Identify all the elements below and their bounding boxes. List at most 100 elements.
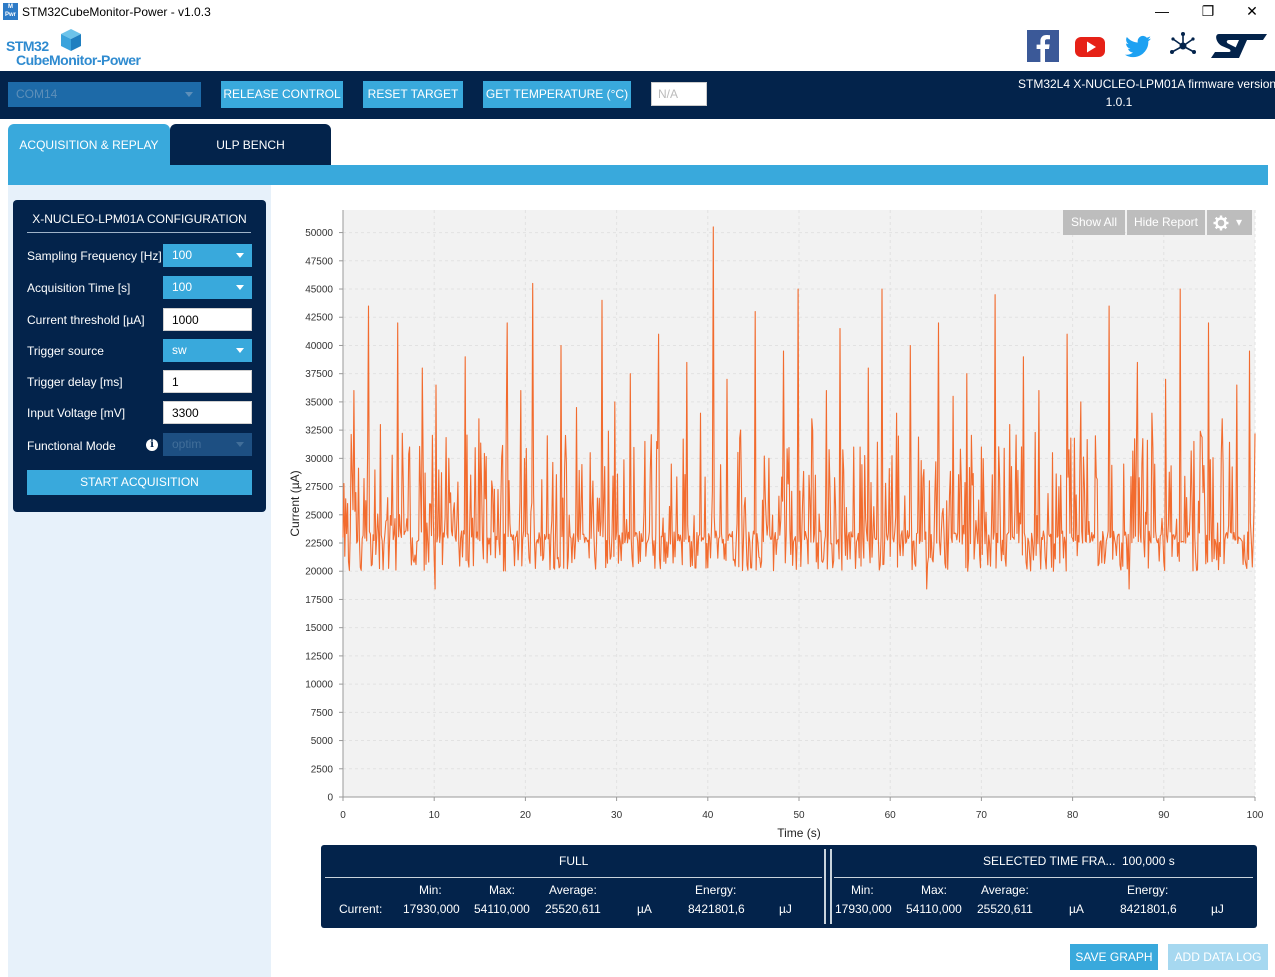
y-tick-label: 17500 bbox=[305, 595, 333, 606]
x-tick-label: 30 bbox=[611, 810, 623, 821]
release-control-button[interactable]: RELEASE CONTROL bbox=[221, 81, 343, 108]
full-energy-header: Energy: bbox=[695, 883, 737, 897]
twitter-icon[interactable] bbox=[1121, 30, 1153, 62]
firmware-version-info: STM32L4 X-NUCLEO-LPM01A firmware version… bbox=[1018, 75, 1275, 111]
full-max-header: Max: bbox=[489, 883, 516, 897]
full-energy-unit: µJ bbox=[779, 902, 792, 916]
cube-icon bbox=[61, 29, 81, 51]
x-tick-label: 20 bbox=[520, 810, 532, 821]
app-icon-text: M Pwr bbox=[4, 4, 16, 18]
y-tick-label: 5000 bbox=[311, 736, 334, 747]
chevron-down-icon bbox=[236, 253, 244, 258]
x-tick-label: 90 bbox=[1158, 810, 1170, 821]
input-voltage-input[interactable]: 3300 bbox=[163, 401, 252, 424]
y-tick-label: 32500 bbox=[305, 426, 333, 437]
stats-divider bbox=[834, 877, 1253, 878]
full-max-value: 54110,000 bbox=[474, 902, 530, 916]
firmware-name: STM32L4 X-NUCLEO-LPM01A firmware version bbox=[1018, 77, 1275, 91]
window-title: STM32CubeMonitor-Power - v1.0.3 bbox=[22, 5, 211, 19]
acquisition-time-select[interactable]: 100 bbox=[163, 276, 252, 299]
current-threshold-input[interactable]: 1000 bbox=[163, 308, 252, 331]
y-tick-label: 30000 bbox=[305, 454, 333, 465]
close-button[interactable]: ✕ bbox=[1246, 3, 1258, 19]
y-tick-label: 7500 bbox=[311, 708, 334, 719]
chart-settings-button[interactable]: ▾ bbox=[1207, 210, 1252, 235]
com-port-select[interactable]: COM14 bbox=[8, 82, 201, 107]
selected-energy-header: Energy: bbox=[1127, 883, 1169, 897]
tab-acquisition-replay[interactable]: ACQUISITION & REPLAY bbox=[8, 124, 170, 166]
facebook-icon[interactable] bbox=[1027, 30, 1059, 62]
show-all-button[interactable]: Show All bbox=[1063, 210, 1125, 235]
app-icon: M Pwr bbox=[3, 3, 18, 20]
network-icon[interactable] bbox=[1167, 30, 1199, 62]
full-section-title: FULL bbox=[559, 854, 589, 868]
st-logo[interactable] bbox=[1209, 30, 1267, 62]
stats-splitter[interactable] bbox=[824, 849, 832, 924]
chevron-down-icon: ▾ bbox=[1236, 215, 1243, 229]
get-temperature-button[interactable]: GET TEMPERATURE (°C) bbox=[483, 81, 631, 108]
stats-divider bbox=[325, 877, 822, 878]
selected-max-value: 54110,000 bbox=[906, 902, 962, 916]
full-current-unit: µA bbox=[637, 902, 652, 916]
add-data-log-button: ADD DATA LOG bbox=[1168, 944, 1268, 970]
acquisition-time-value: 100 bbox=[172, 280, 193, 294]
selected-average-value: 25520,611 bbox=[977, 902, 1033, 916]
start-acquisition-button[interactable]: START ACQUISITION bbox=[27, 470, 252, 495]
y-tick-label: 0 bbox=[327, 793, 333, 804]
hide-report-button[interactable]: Hide Report bbox=[1127, 210, 1205, 235]
selected-max-header: Max: bbox=[921, 883, 948, 897]
reset-target-button[interactable]: RESET TARGET bbox=[363, 81, 463, 108]
x-axis-label: Time (s) bbox=[777, 826, 821, 840]
configuration-panel: X-NUCLEO-LPM01A CONFIGURATION Sampling F… bbox=[13, 200, 266, 512]
y-axis-label: Current (µA) bbox=[288, 470, 302, 536]
y-tick-label: 2500 bbox=[311, 764, 334, 775]
selected-min-value: 17930,000 bbox=[835, 902, 892, 916]
tab-ulp-bench[interactable]: ULP BENCH bbox=[170, 124, 331, 166]
full-min-value: 17930,000 bbox=[403, 902, 460, 916]
chevron-down-icon bbox=[236, 442, 244, 447]
y-tick-label: 27500 bbox=[305, 482, 333, 493]
full-average-value: 25520,611 bbox=[545, 902, 601, 916]
y-tick-label: 10000 bbox=[305, 680, 333, 691]
sampling-frequency-value: 100 bbox=[172, 248, 193, 262]
y-tick-label: 47500 bbox=[305, 256, 333, 267]
save-graph-button[interactable]: SAVE GRAPH bbox=[1070, 944, 1158, 970]
x-tick-label: 70 bbox=[976, 810, 988, 821]
x-tick-label: 10 bbox=[429, 810, 441, 821]
youtube-icon[interactable] bbox=[1074, 30, 1106, 62]
selected-current-unit: µA bbox=[1069, 902, 1084, 916]
y-tick-label: 50000 bbox=[305, 228, 333, 239]
trigger-source-select[interactable]: sw bbox=[163, 339, 252, 362]
minimize-button[interactable]: — bbox=[1155, 3, 1169, 19]
x-tick-label: 40 bbox=[702, 810, 714, 821]
info-icon[interactable]: i bbox=[146, 439, 158, 451]
logo-line1: STM32 bbox=[6, 38, 49, 54]
gear-icon bbox=[1213, 215, 1229, 231]
sampling-frequency-select[interactable]: 100 bbox=[163, 244, 252, 267]
full-min-header: Min: bbox=[419, 883, 442, 897]
y-tick-label: 25000 bbox=[305, 510, 333, 521]
statistics-panel: FULL SELECTED TIME FRA... 100,000 s Min:… bbox=[321, 845, 1257, 928]
trigger-source-label: Trigger source bbox=[27, 344, 104, 358]
current-threshold-label: Current threshold [µA] bbox=[27, 313, 145, 327]
trigger-delay-input[interactable]: 1 bbox=[163, 370, 252, 393]
full-average-header: Average: bbox=[549, 883, 597, 897]
temperature-field: N/A bbox=[651, 82, 707, 106]
selected-energy-unit: µJ bbox=[1211, 902, 1224, 916]
selected-min-header: Min: bbox=[851, 883, 874, 897]
x-tick-label: 0 bbox=[340, 810, 346, 821]
trigger-delay-label: Trigger delay [ms] bbox=[27, 375, 123, 389]
maximize-button[interactable]: ❐ bbox=[1201, 3, 1215, 19]
x-tick-label: 100 bbox=[1247, 810, 1264, 821]
input-voltage-label: Input Voltage [mV] bbox=[27, 406, 126, 420]
y-tick-label: 37500 bbox=[305, 369, 333, 380]
x-tick-label: 60 bbox=[885, 810, 897, 821]
full-energy-value: 8421801,6 bbox=[688, 902, 745, 916]
x-tick-label: 80 bbox=[1067, 810, 1079, 821]
title-bar: M Pwr STM32CubeMonitor-Power - v1.0.3 — … bbox=[0, 0, 1275, 24]
y-tick-label: 42500 bbox=[305, 313, 333, 324]
chevron-down-icon bbox=[185, 92, 193, 97]
y-tick-label: 20000 bbox=[305, 567, 333, 578]
x-tick-label: 50 bbox=[793, 810, 805, 821]
